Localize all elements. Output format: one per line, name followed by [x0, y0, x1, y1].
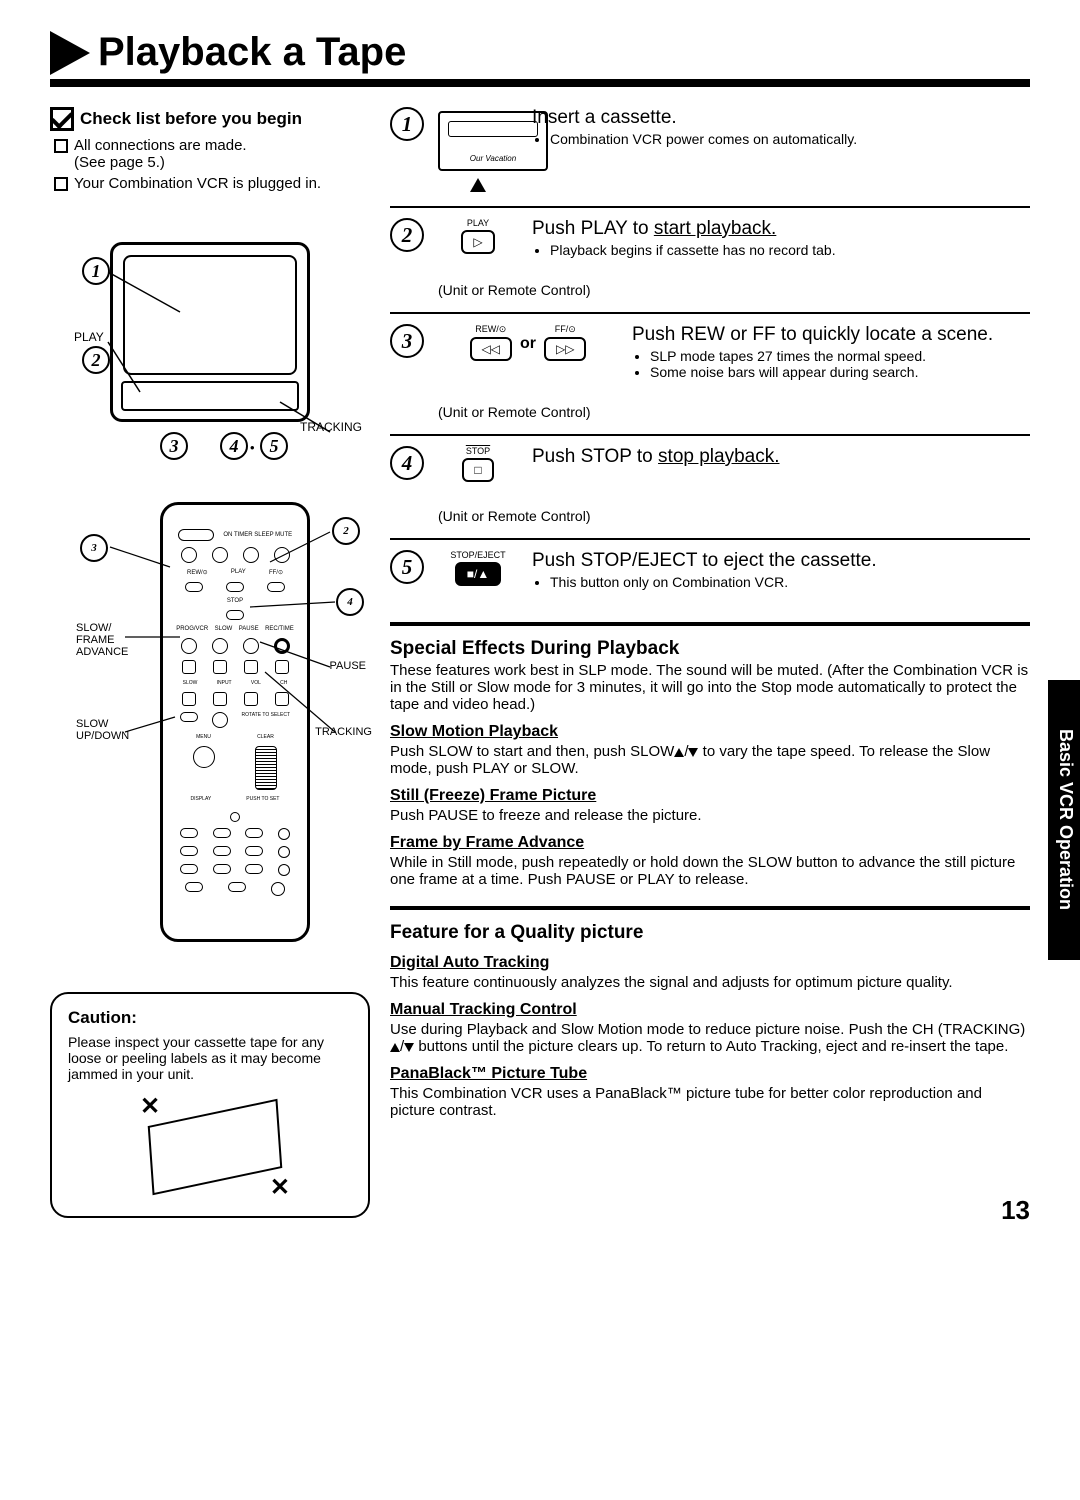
step-num-1: 1 — [390, 107, 424, 141]
step-4: 4 STOP □ Push STOP to stop playback. (Un… — [390, 436, 1030, 540]
step-1-bullet: Combination VCR power comes on automatic… — [550, 131, 1030, 147]
caution-box: Caution: Please inspect your cassette ta… — [50, 992, 370, 1218]
callout-1: 1 — [82, 257, 110, 285]
quality-heading: Feature for a Quality picture — [390, 906, 1030, 944]
callout-3: 3 — [160, 432, 188, 460]
pause-label: PAUSE — [330, 660, 366, 672]
slow-motion-heading: Slow Motion Playback — [390, 723, 1030, 741]
step-num-2: 2 — [390, 218, 424, 252]
step-3: 3 REW/⊙ ◁◁ or FF/⊙ ▷▷ Push REW or FF to … — [390, 314, 1030, 436]
step-1: 1 Insert a cassette. Combination VCR pow… — [390, 107, 1030, 208]
play-button-icon: ▷ — [461, 230, 494, 254]
step-2-bullet: Playback begins if cassette has no recor… — [550, 242, 1030, 258]
remote-callout-2: 2 — [332, 517, 360, 545]
digital-tracking-heading: Digital Auto Tracking — [390, 954, 1030, 972]
step-num-5: 5 — [390, 550, 424, 584]
step-4-note: (Unit or Remote Control) — [438, 508, 1030, 524]
callout-2: 2 — [82, 346, 110, 374]
x-icon: ✕ — [140, 1092, 160, 1121]
play-label: PLAY — [74, 330, 104, 344]
frame-body: While in Still mode, push repeatedly or … — [390, 854, 1030, 888]
manual-tracking-heading: Manual Tracking Control — [390, 1001, 1030, 1019]
title-bar: Playback a Tape — [50, 30, 1030, 87]
step-num-3: 3 — [390, 324, 424, 358]
checkbox-icon — [54, 177, 68, 191]
play-arrow-icon — [50, 31, 90, 75]
callout-5: 5 — [260, 432, 288, 460]
step-5-heading: Push STOP/EJECT to eject the cassette. — [532, 550, 1030, 572]
slow-frame-label: SLOW/ FRAME ADVANCE — [76, 622, 128, 658]
rew-button-icon: ◁◁ — [470, 337, 512, 361]
step-3-heading: Push REW or FF to quickly locate a scene… — [632, 324, 1030, 346]
checklist: Check list before you begin All connecti… — [50, 107, 370, 192]
caution-heading: Caution: — [68, 1008, 352, 1028]
cassette-icon — [438, 111, 548, 171]
stop-button-icon: □ — [462, 458, 493, 482]
panablack-heading: PanaBlack™ Picture Tube — [390, 1065, 1030, 1083]
step-5: 5 STOP/EJECT ■/▲ Push STOP/EJECT to ejec… — [390, 540, 1030, 604]
checklist-heading: Check list before you begin — [80, 109, 302, 129]
step-2: 2 PLAY ▷ Push PLAY to start playback. Pl… — [390, 208, 1030, 314]
remote-callout-4: 4 — [336, 588, 364, 616]
still-body: Push PAUSE to freeze and release the pic… — [390, 807, 1030, 824]
tracking-label: TRACKING — [300, 420, 362, 434]
page-title: Playback a Tape — [98, 30, 406, 75]
step-2-note: (Unit or Remote Control) — [438, 282, 1030, 298]
up-arrow-icon — [470, 178, 486, 192]
x-icon: ✕ — [270, 1173, 290, 1202]
remote-tracking-label: TRACKING — [315, 726, 372, 738]
checklist-item: Your Combination VCR is plugged in. — [54, 175, 370, 192]
step-1-heading: Insert a cassette. — [532, 107, 1030, 129]
checkmark-icon — [50, 107, 74, 131]
panablack-body: This Combination VCR uses a PanaBlack™ p… — [390, 1085, 1030, 1119]
checkbox-icon — [54, 139, 68, 153]
eject-button-icon: ■/▲ — [455, 562, 501, 586]
page-number: 13 — [1001, 1195, 1030, 1226]
cassette-illustration: ✕ ✕ — [120, 1092, 300, 1202]
special-heading: Special Effects During Playback — [390, 622, 1030, 660]
slow-motion-body: Push SLOW to start and then, push SLOW/ … — [390, 743, 1030, 777]
step-num-4: 4 — [390, 446, 424, 480]
remote-diagram: ON TIMER SLEEP MUTE REW/⊙PLAYFF/⊙ STOP P… — [80, 492, 360, 962]
remote-callout-3: 3 — [80, 534, 108, 562]
side-tab: Basic VCR Operation — [1048, 680, 1080, 960]
digital-tracking-body: This feature continuously analyzes the s… — [390, 974, 1030, 991]
frame-heading: Frame by Frame Advance — [390, 834, 1030, 852]
checklist-item: All connections are made.(See page 5.) — [54, 137, 370, 171]
special-intro: These features work best in SLP mode. Th… — [390, 662, 1030, 713]
manual-tracking-body: Use during Playback and Slow Motion mode… — [390, 1021, 1030, 1055]
ff-button-icon: ▷▷ — [544, 337, 586, 361]
slow-updown-label: SLOW UP/DOWN — [76, 718, 129, 742]
step-3-note: (Unit or Remote Control) — [438, 404, 1030, 420]
callout-4: 4 — [220, 432, 248, 460]
still-heading: Still (Freeze) Frame Picture — [390, 787, 1030, 805]
caution-body: Please inspect your cassette tape for an… — [68, 1034, 352, 1082]
tv-diagram: 1 PLAY 2 3 4 • 5 TRACKING — [90, 222, 350, 462]
